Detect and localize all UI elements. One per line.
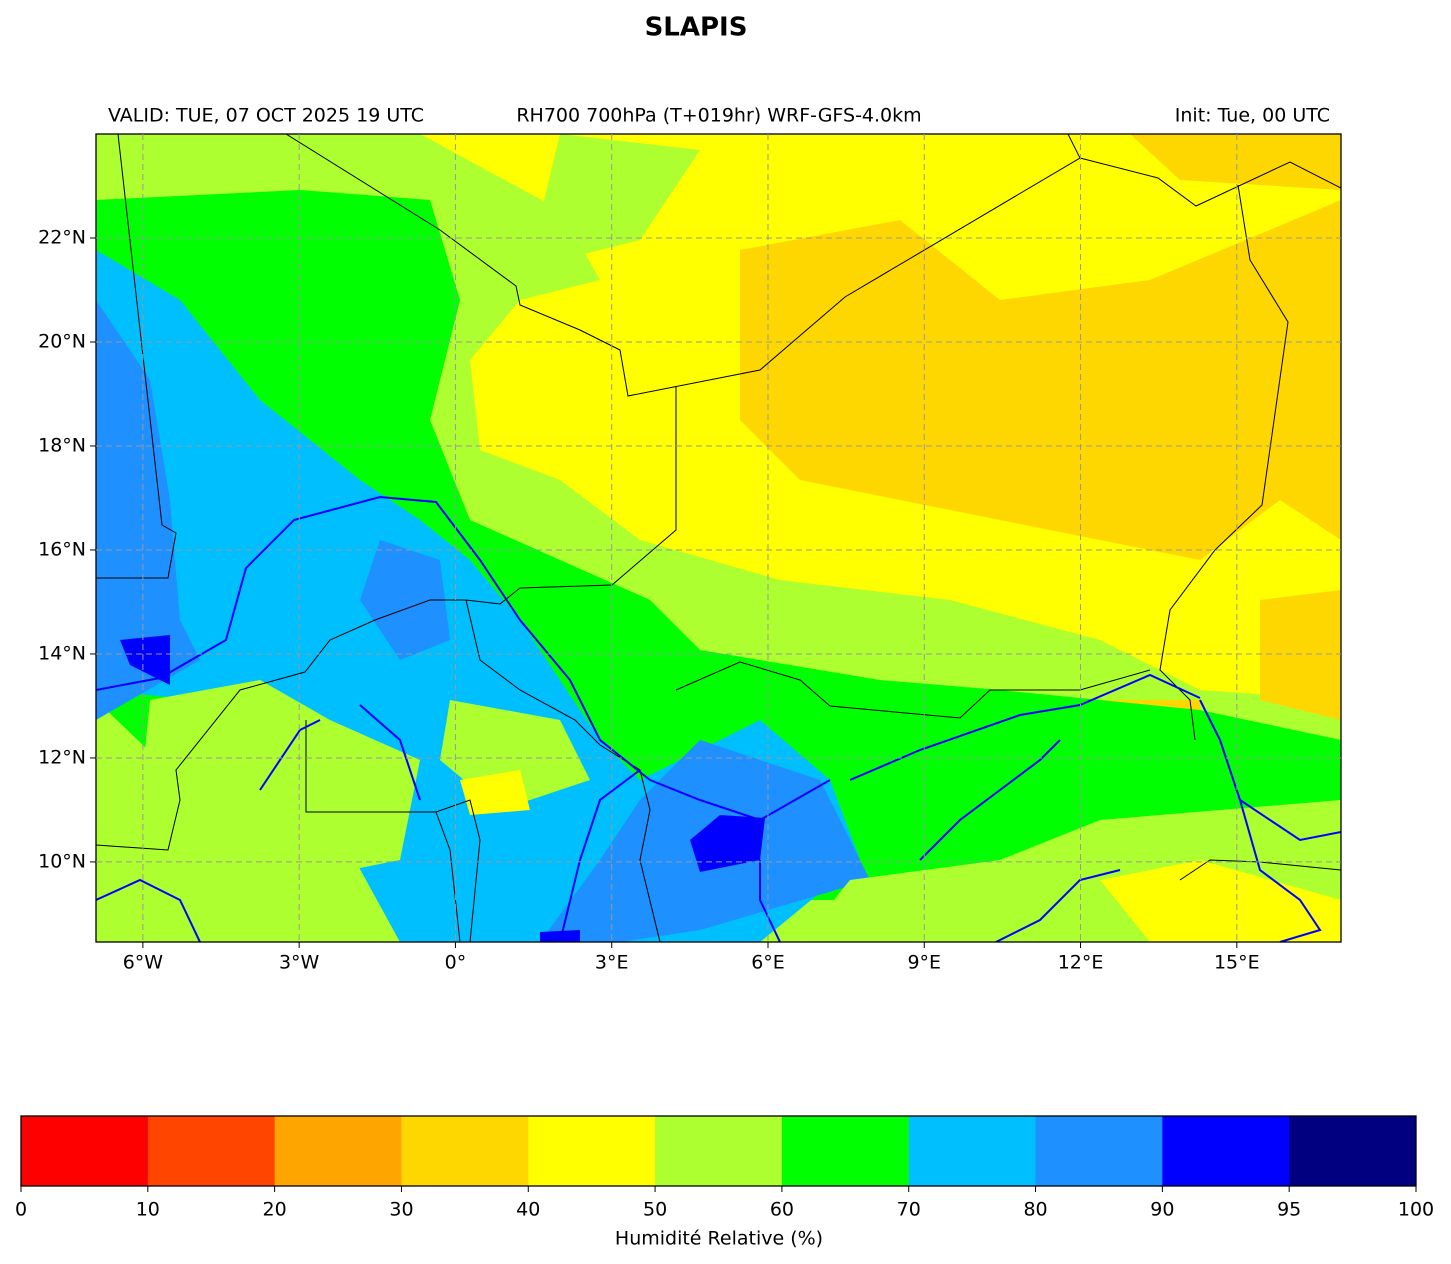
lat-tick-label: 22°N (38, 226, 86, 248)
field-name: RH700 700hPa (T+019hr) WRF-GFS-4.0km (516, 105, 921, 127)
lon-tick-label: 3°E (595, 952, 629, 974)
colorbar-tick-label: 60 (770, 1199, 794, 1221)
colorbar-label: Humidité Relative (%) (615, 1228, 823, 1250)
lon-tick-label: 0° (445, 952, 467, 974)
colorbar-tick-label: 50 (643, 1199, 667, 1221)
rh-field (96, 134, 1341, 942)
lat-tick-label: 16°N (38, 538, 86, 560)
colorbar-frame (20, 1115, 1417, 1187)
colorbar-segment (1162, 1116, 1290, 1186)
colorbar-tick-label: 95 (1277, 1199, 1301, 1221)
lon-tick-label: 6°E (751, 952, 785, 974)
lon-tick-label: 9°E (907, 952, 941, 974)
colorbar-tick-label: 20 (263, 1199, 287, 1221)
colorbar-segment (401, 1116, 529, 1186)
lat-tick-label: 20°N (38, 330, 86, 352)
colorbar-segment (21, 1116, 149, 1186)
lat-tick-label: 10°N (38, 850, 86, 872)
colorbar-segment (1035, 1116, 1163, 1186)
colorbar-tick-label: 80 (1023, 1199, 1047, 1221)
colorbar-tick-label: 40 (516, 1199, 540, 1221)
lon-tick-label: 15°E (1214, 952, 1260, 974)
lon-tick-label: 6°W (123, 952, 164, 974)
map-frame (95, 133, 1342, 943)
lon-tick-label: 3°W (279, 952, 320, 974)
dynamic: 6°W 3°W 0° 3°E 6°E 9°E 12°E 15°E 10°N 12°N 14°N 16°… (15, 134, 1434, 1221)
colorbar-segment (274, 1116, 402, 1186)
colorbar-segment (528, 1116, 656, 1186)
colorbar-tick-label: 30 (389, 1199, 413, 1221)
lon-tick-label: 12°E (1058, 952, 1104, 974)
colorbar-tick-label: 90 (1150, 1199, 1174, 1221)
colorbar-tick-label: 70 (897, 1199, 921, 1221)
colorbar-tick-label: 10 (136, 1199, 160, 1221)
title: SLAPIS (645, 13, 748, 43)
colorbar-segment (147, 1116, 276, 1186)
colorbar-segment (655, 1116, 783, 1186)
colorbar-segment (781, 1116, 910, 1186)
lat-tick-label: 18°N (38, 434, 86, 456)
valid-time: VALID: TUE, 07 OCT 2025 19 UTC (108, 105, 424, 127)
colorbar-tick-label: 100 (1398, 1199, 1434, 1221)
colorbar-segment (1289, 1116, 1417, 1186)
lat-tick-label: 14°N (38, 642, 86, 664)
init-time: Init: Tue, 00 UTC (1175, 105, 1330, 127)
colorbar-segment (908, 1116, 1037, 1186)
lat-tick-label: 12°N (38, 746, 86, 768)
colorbar-tick-label: 0 (15, 1199, 27, 1221)
